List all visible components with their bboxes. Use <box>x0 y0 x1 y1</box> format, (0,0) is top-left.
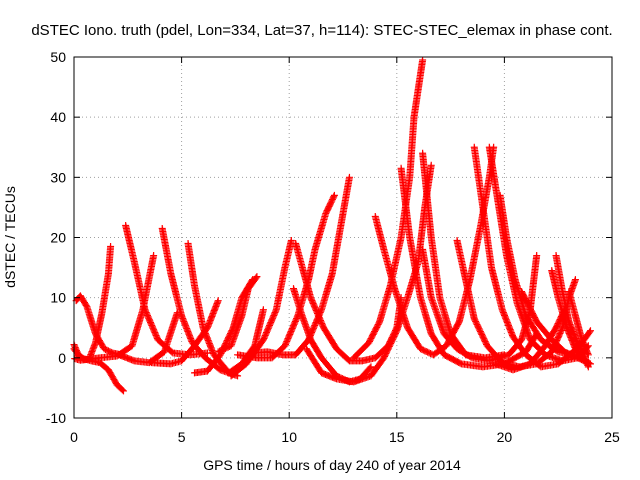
data-point <box>330 193 338 201</box>
x-tick-label: 10 <box>281 429 297 445</box>
satellite-arc <box>292 240 405 365</box>
satellite-arc <box>350 56 427 362</box>
x-axis-label: GPS time / hours of day 240 of year 2014 <box>203 457 461 473</box>
data-point <box>252 274 260 282</box>
data-point <box>287 237 295 245</box>
data-point <box>345 173 353 181</box>
chart-title: dSTEC Iono. truth (pdel, Lon=334, Lat=37… <box>31 22 612 39</box>
data-point <box>330 191 338 199</box>
data-point <box>366 364 374 372</box>
data-point <box>214 297 222 305</box>
data-point <box>272 307 280 315</box>
x-tick-label: 5 <box>178 429 186 445</box>
data-marks <box>70 56 594 395</box>
satellite-arc <box>397 164 541 371</box>
data-point <box>253 273 261 281</box>
satellite-arc <box>227 237 295 380</box>
satellite-arc <box>496 191 590 365</box>
data-point <box>427 161 435 169</box>
x-tick-label: 20 <box>497 429 513 445</box>
data-point <box>586 327 594 335</box>
satellite-arc <box>147 297 222 368</box>
data-point <box>419 56 427 64</box>
satellite-arc <box>302 161 435 386</box>
data-point <box>584 351 592 359</box>
data-point <box>467 353 475 361</box>
data-point <box>259 306 267 314</box>
x-tick-label: 25 <box>604 429 620 445</box>
data-point <box>150 252 158 260</box>
x-tick-label: 0 <box>70 429 78 445</box>
data-point <box>583 358 591 366</box>
data-point <box>533 252 541 260</box>
satellite-arc <box>548 267 594 368</box>
data-point <box>571 276 579 284</box>
x-tick-label: 15 <box>389 429 405 445</box>
data-point <box>107 243 115 251</box>
data-point <box>203 349 211 357</box>
y-tick-label: -10 <box>46 410 66 426</box>
data-point <box>586 328 594 336</box>
y-tick-label: 0 <box>58 350 66 366</box>
y-tick-label: 10 <box>50 290 66 306</box>
y-tick-label: 30 <box>50 169 66 185</box>
satellite-arc <box>249 173 353 359</box>
satellite-arc <box>419 246 541 365</box>
data-point <box>584 359 592 367</box>
satellite-arc <box>115 309 181 367</box>
y-tick-label: 40 <box>50 109 66 125</box>
satellite-arc <box>565 288 592 359</box>
satellite-arc <box>552 252 592 371</box>
y-tick-label: 20 <box>50 230 66 246</box>
y-axis-label: dSTEC / TECUs <box>2 186 18 288</box>
satellite-arc <box>214 273 261 356</box>
data-point <box>119 387 127 395</box>
y-tick-label: 50 <box>50 49 66 65</box>
data-point <box>392 325 400 333</box>
satellite-arc <box>122 221 211 359</box>
data-point <box>367 363 375 371</box>
satellite-arc <box>290 285 375 386</box>
satellite-arc <box>518 288 592 367</box>
data-point <box>118 386 126 394</box>
